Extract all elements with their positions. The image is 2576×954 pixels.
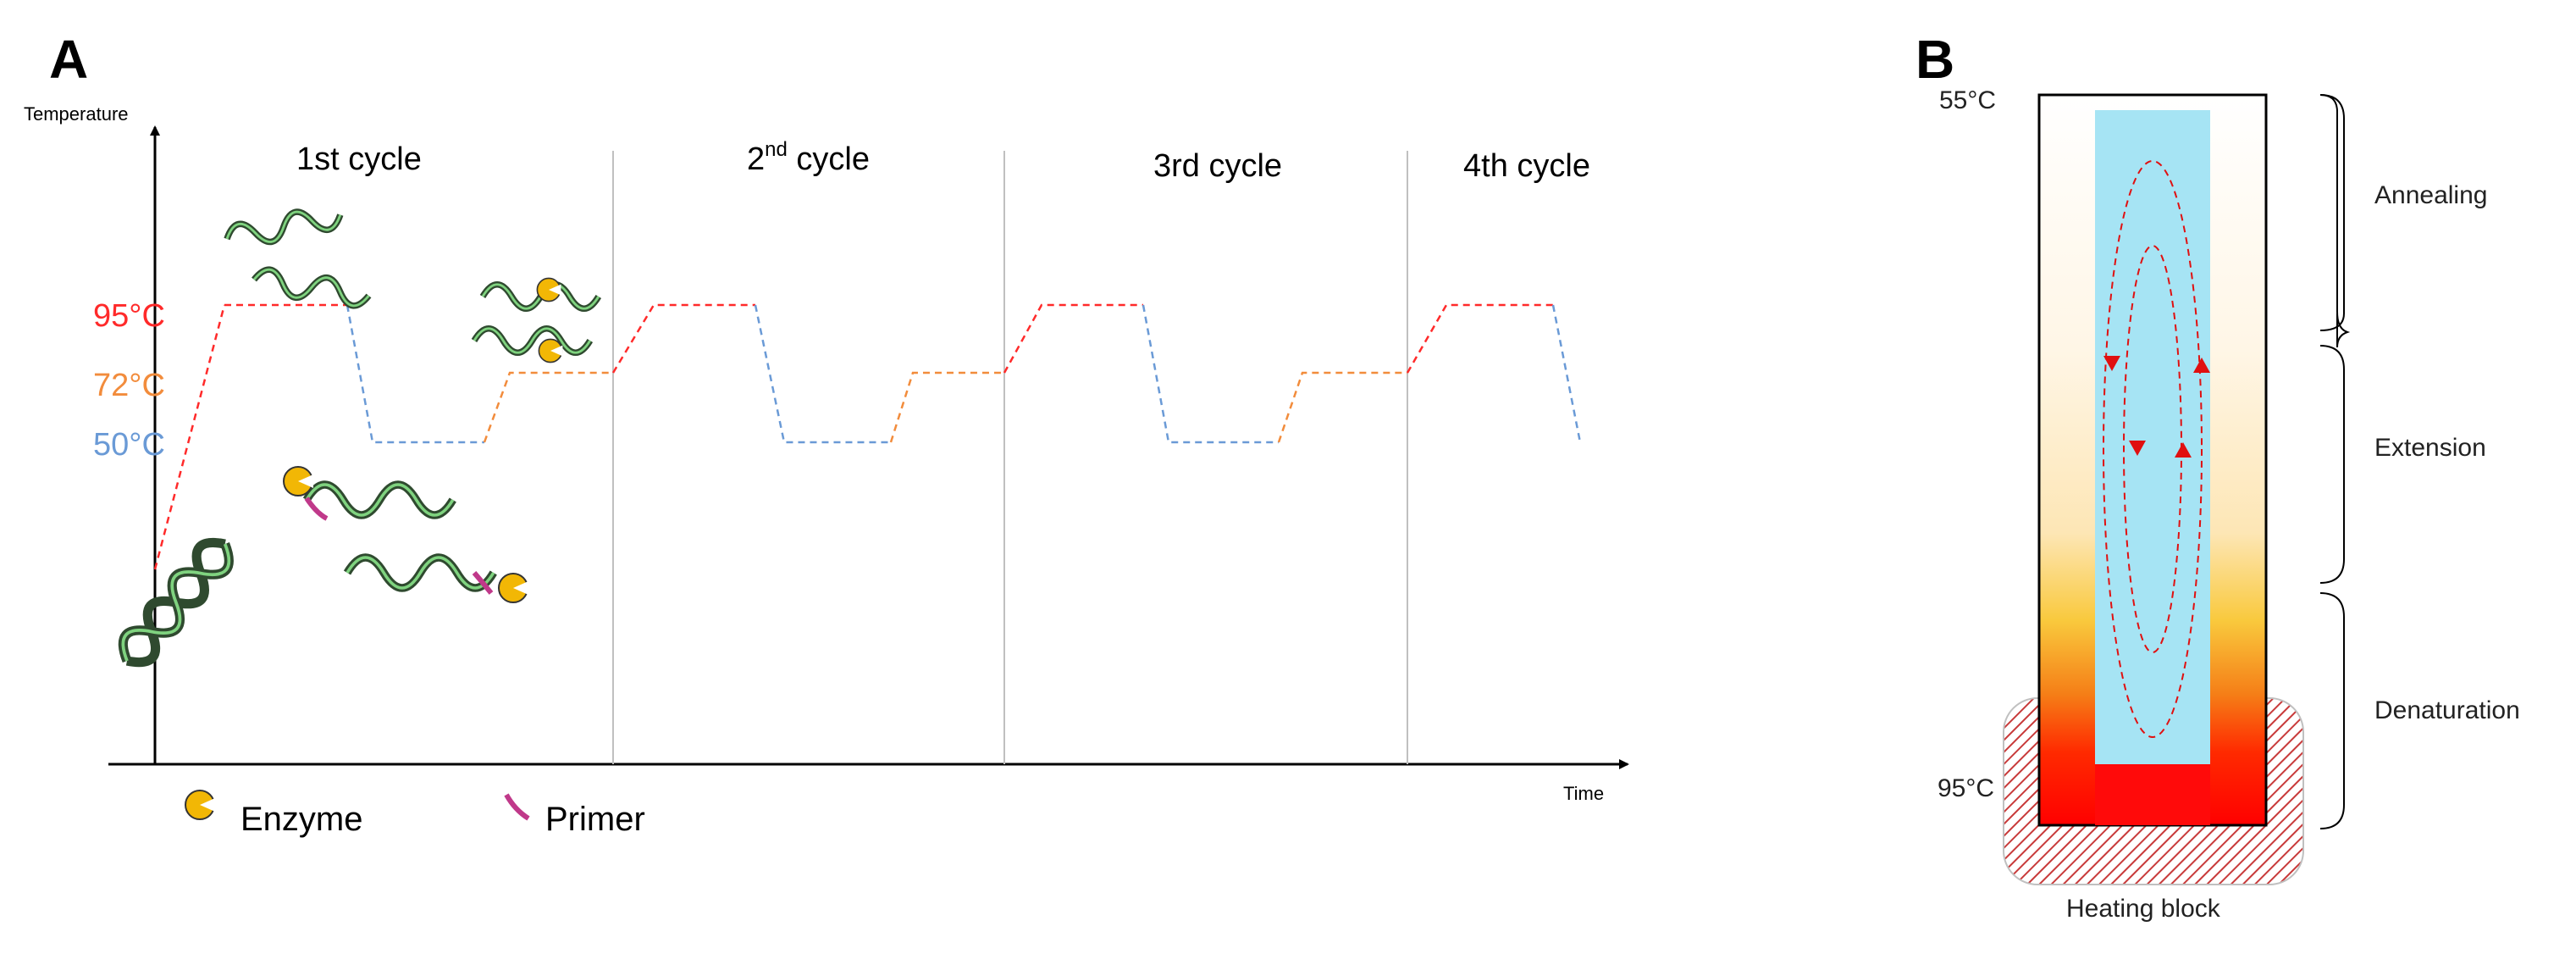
arrow-down-icon [2129, 441, 2146, 456]
tube-hot-zone [2095, 764, 2210, 825]
temp-label-95: 95°C [93, 298, 165, 334]
enzyme-icon [185, 790, 216, 820]
legend-primer-label: Primer [545, 801, 645, 838]
stage-denaturation: Denaturation [2374, 696, 2520, 724]
y-axis-label: Temperature [24, 103, 129, 125]
arrow-up-icon [2175, 442, 2192, 458]
stage-extension: Extension [2374, 434, 2486, 462]
cycle-label-4: 4th cycle [1463, 148, 1590, 184]
stage-braces [2319, 94, 2351, 829]
bottom-temp-label: 95°C [1938, 774, 1994, 802]
panel-b-letter: B [1915, 29, 1954, 90]
tube-liquid [2095, 110, 2210, 764]
top-temp-label: 55°C [1939, 86, 1996, 114]
dna-annealed-primer-icon [283, 466, 529, 603]
temp-label-50: 50°C [93, 427, 165, 463]
arrow-up-icon [2193, 358, 2210, 373]
dna-denatured-strands-icon [224, 203, 370, 308]
primer-icon [504, 793, 530, 821]
legend-enzyme-label: Enzyme [240, 801, 363, 838]
arrow-down-icon [2103, 356, 2120, 371]
panel-a-letter: A [49, 29, 88, 90]
dna-extension-icon [474, 277, 599, 363]
dna-double-helix-icon [113, 533, 238, 672]
legend: Enzyme Primer [185, 790, 645, 838]
temp-label-72: 72°C [93, 368, 165, 403]
cycle-label-3: 3rd cycle [1153, 148, 1282, 184]
stage-annealing: Annealing [2374, 181, 2487, 209]
flow-arrows [2103, 356, 2210, 458]
cycle-label-2: 2nd cycle [747, 138, 870, 177]
cycle-label-1: 1st cycle [296, 141, 422, 177]
x-axis-label: Time [1563, 783, 1604, 804]
temperature-profile [153, 303, 1582, 570]
heating-block-label: Heating block [2066, 895, 2221, 923]
